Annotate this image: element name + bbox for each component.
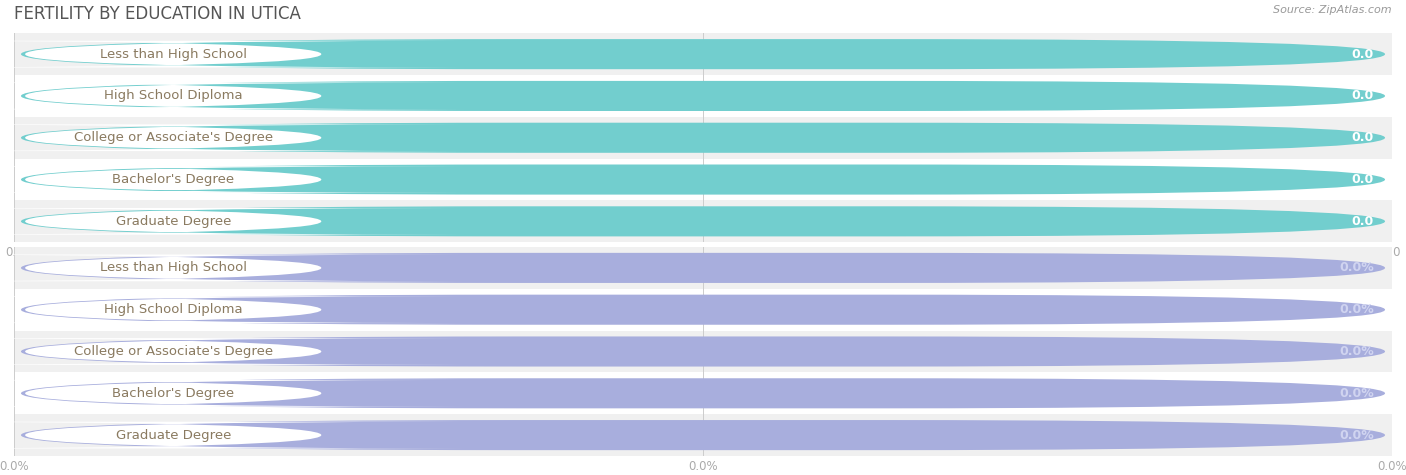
Text: Less than High School: Less than High School: [100, 48, 246, 61]
FancyBboxPatch shape: [0, 380, 465, 407]
FancyBboxPatch shape: [21, 39, 1385, 69]
FancyBboxPatch shape: [21, 378, 1385, 408]
Text: 0.0: 0.0: [1351, 131, 1374, 144]
Bar: [14, 289, 1392, 331]
Text: 0.0%: 0.0%: [1340, 303, 1374, 316]
Text: 0.0%: 0.0%: [1340, 428, 1374, 442]
FancyBboxPatch shape: [0, 41, 465, 67]
Text: College or Associate's Degree: College or Associate's Degree: [73, 131, 273, 144]
Bar: [14, 75, 1392, 117]
FancyBboxPatch shape: [21, 253, 1385, 283]
FancyBboxPatch shape: [21, 420, 1385, 450]
Text: Graduate Degree: Graduate Degree: [115, 215, 231, 228]
FancyBboxPatch shape: [0, 255, 465, 281]
Text: Bachelor's Degree: Bachelor's Degree: [112, 173, 235, 186]
FancyBboxPatch shape: [0, 166, 465, 193]
FancyBboxPatch shape: [0, 296, 465, 323]
FancyBboxPatch shape: [21, 123, 1385, 153]
Text: 0.0: 0.0: [1351, 215, 1374, 228]
FancyBboxPatch shape: [0, 124, 465, 151]
FancyBboxPatch shape: [21, 336, 1385, 367]
Bar: [14, 200, 1392, 242]
Text: Less than High School: Less than High School: [100, 261, 246, 275]
Bar: [14, 247, 1392, 289]
Text: Bachelor's Degree: Bachelor's Degree: [112, 387, 235, 400]
Text: 0.0%: 0.0%: [1340, 387, 1374, 400]
FancyBboxPatch shape: [0, 422, 465, 448]
Text: 0.0: 0.0: [1351, 48, 1374, 61]
FancyBboxPatch shape: [0, 338, 465, 365]
Text: High School Diploma: High School Diploma: [104, 303, 242, 316]
FancyBboxPatch shape: [0, 83, 465, 109]
Bar: [14, 331, 1392, 372]
Bar: [14, 414, 1392, 456]
Text: 0.0: 0.0: [1351, 173, 1374, 186]
Text: Graduate Degree: Graduate Degree: [115, 428, 231, 442]
FancyBboxPatch shape: [21, 164, 1385, 195]
Text: 0.0%: 0.0%: [1340, 261, 1374, 275]
Text: Source: ZipAtlas.com: Source: ZipAtlas.com: [1274, 5, 1392, 15]
FancyBboxPatch shape: [21, 294, 1385, 325]
FancyBboxPatch shape: [21, 81, 1385, 111]
Bar: [14, 159, 1392, 200]
Text: 0.0: 0.0: [1351, 89, 1374, 103]
Text: College or Associate's Degree: College or Associate's Degree: [73, 345, 273, 358]
Text: High School Diploma: High School Diploma: [104, 89, 242, 103]
FancyBboxPatch shape: [21, 206, 1385, 237]
Bar: [14, 117, 1392, 159]
Text: 0.0%: 0.0%: [1340, 345, 1374, 358]
FancyBboxPatch shape: [0, 208, 465, 235]
Text: FERTILITY BY EDUCATION IN UTICA: FERTILITY BY EDUCATION IN UTICA: [14, 5, 301, 23]
Bar: [14, 372, 1392, 414]
Bar: [14, 33, 1392, 75]
